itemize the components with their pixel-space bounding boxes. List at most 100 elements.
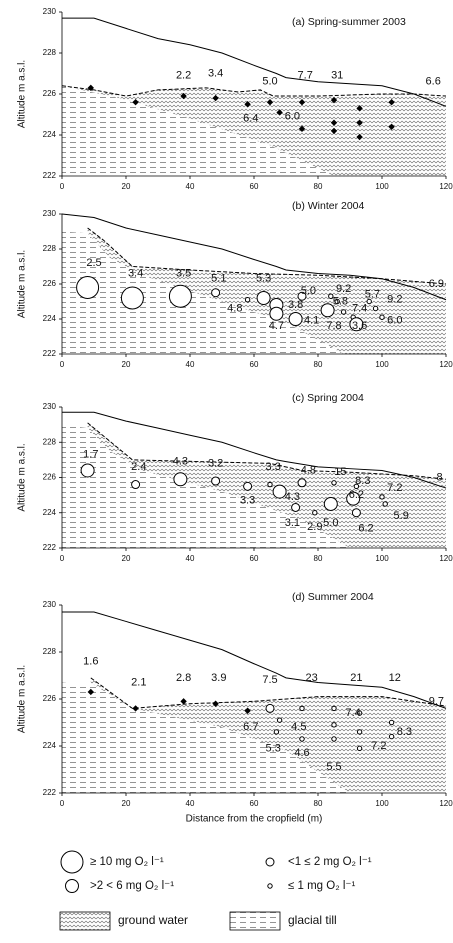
legend-marker [65, 879, 79, 893]
panel-title: (a) Spring-summer 2003 [292, 16, 406, 28]
x-tick-label: 120 [439, 360, 453, 369]
concentration-label: 15 [334, 466, 346, 478]
y-axis-label: Altitude m a.s.l. [17, 60, 28, 128]
concentration-label: 4.8 [301, 464, 316, 476]
point [297, 478, 307, 488]
diamond-point [388, 123, 395, 130]
concentration-label: 1.6 [83, 655, 98, 667]
point [243, 481, 253, 491]
legend-swatch [229, 911, 281, 931]
concentration-label: 2.1 [131, 676, 146, 688]
point [320, 303, 335, 318]
legend-label: glacial till [288, 913, 337, 927]
y-tick-label: 222 [43, 543, 57, 552]
concentration-label: 7.8 [326, 320, 341, 332]
x-tick-label: 100 [375, 360, 389, 369]
concentration-label: 12 [389, 672, 401, 684]
panel: 222 224 226 228 230 0 20 40 60 80 100 120 Altitude m… [17, 591, 453, 825]
diamond-point [356, 105, 363, 112]
diamond-point [87, 688, 94, 696]
concentration-label: 5.9 [394, 510, 409, 522]
point [331, 480, 337, 486]
concentration-label: 3.1 [285, 517, 300, 529]
concentration-label: 3.4 [208, 67, 223, 79]
concentration-label: 9.7 [429, 695, 444, 707]
point [379, 314, 385, 320]
y-tick-label: 230 [43, 7, 57, 16]
concentration-label: 2.2 [176, 69, 191, 81]
concentration-label: 4.5 [291, 721, 306, 733]
y-tick-label: 228 [43, 437, 57, 446]
point [379, 494, 385, 500]
concentration-label: 3.8 [288, 299, 303, 311]
diamond-point [330, 96, 338, 104]
concentration-label: 7.4 [346, 707, 361, 719]
concentration-label: 3.4 [128, 267, 143, 279]
water-table-line [90, 677, 447, 709]
x-tick-label: 100 [375, 799, 389, 808]
x-tick-label: 40 [186, 554, 195, 563]
concentration-label: 3.2 [208, 457, 223, 469]
point [299, 705, 305, 712]
water-table-line [87, 422, 447, 480]
concentration-label: 9.2 [387, 294, 402, 306]
point [334, 298, 340, 305]
x-tick-label: 100 [375, 182, 389, 191]
concentration-label: 7.7 [298, 69, 313, 81]
point [372, 305, 379, 312]
point [356, 745, 363, 752]
point [323, 496, 338, 511]
y-tick-label: 222 [43, 171, 57, 180]
diamond-point [298, 125, 306, 133]
concentration-label: 3.3 [266, 461, 281, 473]
point [366, 298, 372, 305]
x-tick-label: 120 [439, 182, 453, 191]
diamond-point [87, 84, 94, 92]
concentration-label: 4.6 [294, 747, 309, 759]
y-tick-label: 228 [43, 48, 57, 57]
y-tick-label: 224 [43, 314, 57, 323]
glacial-till-region [62, 424, 350, 548]
concentration-label: 7.4 [352, 302, 367, 314]
x-tick-label: 80 [314, 360, 323, 369]
x-tick-label: 0 [60, 554, 65, 563]
point [299, 736, 305, 742]
point [267, 481, 273, 488]
concentration-label: 2.4 [131, 461, 146, 473]
concentration-label: 1.7 [83, 448, 98, 460]
concentration-label: 9.2 [336, 283, 351, 295]
diamond-point [266, 99, 274, 106]
point [211, 476, 221, 486]
concentration-label: 6.0 [285, 110, 300, 122]
diamond-point [132, 705, 139, 712]
concentration-label: 5.3 [256, 273, 271, 285]
x-tick-label: 120 [439, 554, 453, 563]
y-tick-label: 228 [43, 647, 57, 656]
point [356, 710, 363, 716]
y-tick-label: 222 [43, 349, 57, 358]
concentration-label: 5.0 [323, 517, 338, 529]
concentration-label: 6.7 [243, 721, 258, 733]
point [276, 717, 283, 723]
x-tick-label: 0 [60, 360, 65, 369]
diamond-point [212, 700, 219, 707]
y-tick-label: 230 [43, 600, 57, 609]
diamond-point [356, 119, 363, 126]
diamond-point [330, 127, 338, 135]
concentration-label: 8.3 [397, 726, 412, 738]
diamond-point [388, 99, 395, 106]
concentration-label: 5.0 [262, 76, 277, 88]
surface-line [62, 611, 447, 709]
point [76, 276, 100, 299]
point [331, 722, 337, 728]
concentration-label: 5.7 [365, 288, 380, 300]
point [211, 288, 221, 298]
glacial-till-region [62, 85, 334, 176]
concentration-label: 3.9 [211, 672, 226, 684]
concentration-label: 6.4 [243, 113, 258, 125]
legend-marker [60, 850, 84, 874]
diamond-point [132, 99, 139, 106]
point [168, 284, 192, 308]
concentration-label: 5.0 [301, 285, 316, 297]
